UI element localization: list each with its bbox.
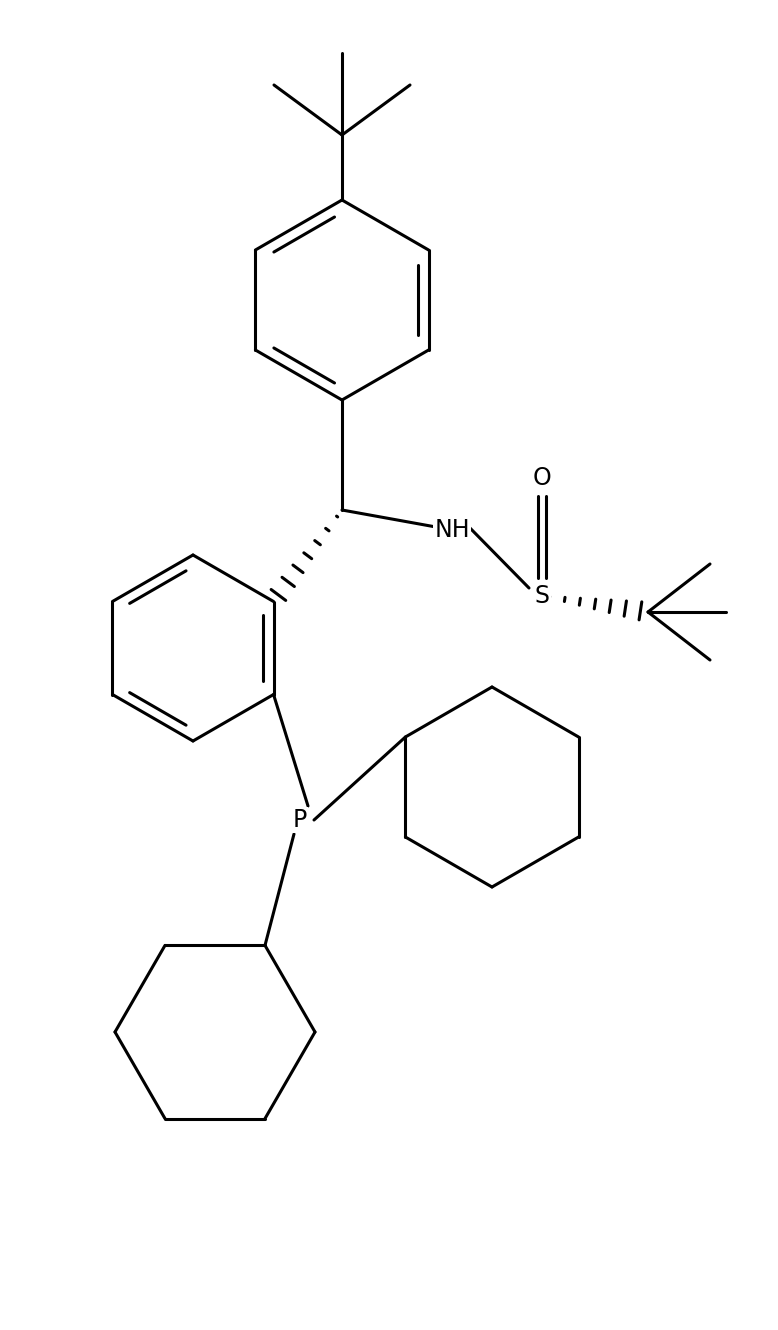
Text: P: P (293, 809, 307, 833)
Text: S: S (534, 584, 549, 608)
Text: O: O (533, 465, 552, 489)
Text: NH: NH (434, 517, 470, 543)
